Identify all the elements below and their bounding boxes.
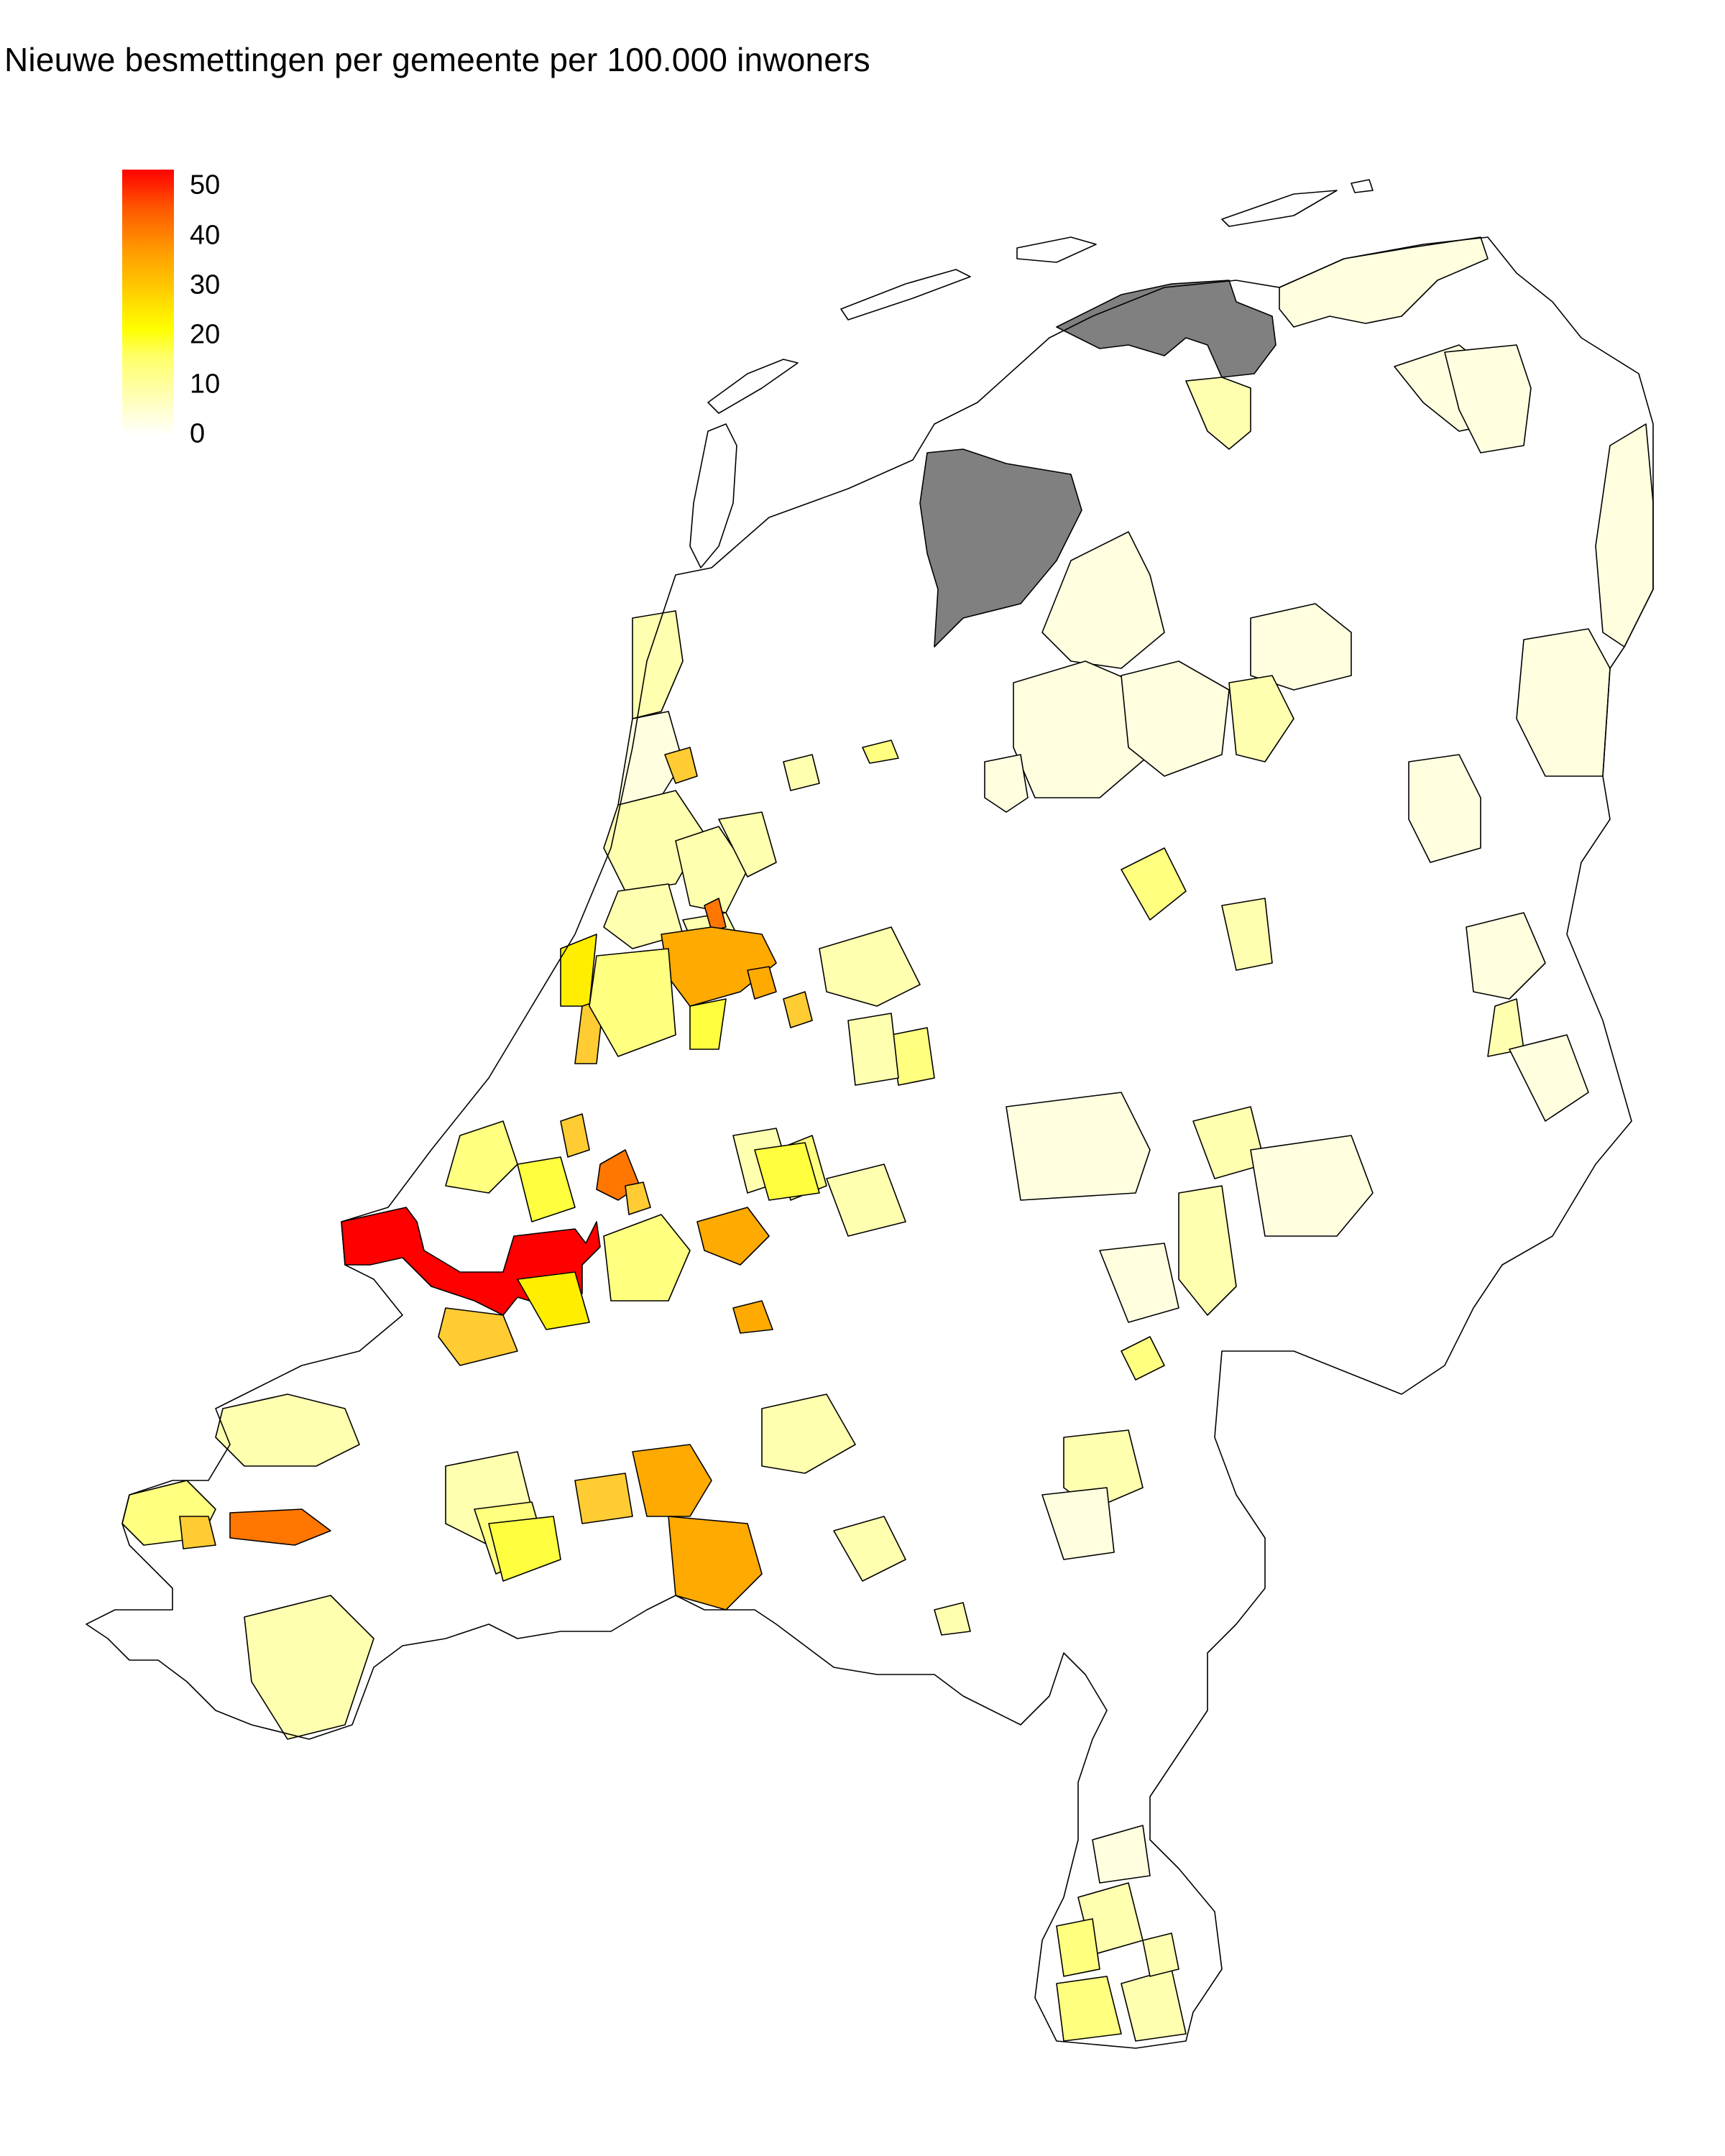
municipality: [1466, 912, 1546, 1000]
municipality: [445, 1120, 518, 1194]
municipality: [833, 1516, 906, 1582]
municipality: [574, 1473, 633, 1524]
legend-tick-0: 0: [190, 418, 206, 449]
municipality: [603, 790, 705, 892]
municipality: [732, 1300, 773, 1334]
municipality: [1221, 898, 1273, 971]
municipality: [1121, 1968, 1187, 2042]
municipality: [1228, 675, 1294, 763]
municipality: [632, 1444, 712, 1517]
municipality: [1056, 280, 1276, 378]
municipality: [754, 1142, 820, 1201]
municipality: [761, 1393, 856, 1474]
municipality: [560, 1113, 590, 1158]
municipality: [244, 1595, 374, 1740]
municipality: [1595, 423, 1654, 648]
municipality: [1279, 236, 1489, 328]
municipality: [704, 898, 727, 931]
municipality: [1250, 603, 1352, 691]
island-terschelling: [840, 269, 971, 321]
municipality: [847, 1013, 899, 1086]
municipality: [783, 991, 813, 1028]
municipality: [517, 1271, 590, 1330]
municipality: [589, 948, 676, 1057]
municipality: [179, 1516, 216, 1549]
color-legend: 50 40 30 20 10 0: [122, 167, 266, 454]
municipality: [1041, 531, 1165, 669]
municipality: [1142, 1932, 1179, 1977]
municipality: [1408, 754, 1481, 863]
municipality: [1056, 1918, 1100, 1977]
legend-tick-50: 50: [190, 170, 221, 201]
municipality: [438, 1307, 518, 1366]
municipality: [1099, 1243, 1179, 1323]
municipality: [625, 1181, 651, 1215]
municipality: [862, 740, 899, 764]
municipality: [934, 1602, 971, 1636]
municipality: [229, 1508, 331, 1546]
municipality: [783, 754, 820, 791]
municipality: [696, 1207, 770, 1266]
municipality: [1185, 377, 1251, 450]
municipality: [718, 811, 777, 877]
island-rottumeroog: [1351, 179, 1374, 193]
municipality: [1121, 1336, 1165, 1381]
municipality: [215, 1393, 360, 1467]
legend-tick-10: 10: [190, 369, 221, 400]
municipalities: [121, 236, 1654, 2042]
municipality: [1178, 1185, 1237, 1316]
municipality: [1063, 1429, 1144, 1510]
island-ameland: [1016, 236, 1097, 263]
country-outline: [86, 236, 1654, 2049]
legend-tick-20: 20: [190, 319, 221, 350]
island-schiermonnikoog: [1221, 190, 1338, 227]
municipality: [1056, 1976, 1122, 2042]
municipality: [675, 826, 748, 913]
municipality: [603, 883, 684, 949]
municipality: [1516, 628, 1611, 777]
municipality: [1121, 660, 1230, 777]
municipality: [1006, 1092, 1151, 1201]
municipality: [1509, 1034, 1589, 1122]
municipality: [1250, 1135, 1374, 1237]
legend-tick-40: 40: [190, 220, 221, 251]
legend-color-bar: [122, 170, 174, 436]
municipality: [488, 1516, 561, 1582]
municipality: [984, 754, 1029, 813]
municipality: [1041, 1487, 1115, 1560]
island-texel: [689, 423, 737, 568]
island-vlieland: [707, 359, 799, 414]
municipality: [632, 610, 684, 719]
legend-tick-30: 30: [190, 270, 221, 300]
municipality: [819, 926, 921, 1007]
municipality: [826, 1164, 906, 1237]
municipality: [664, 747, 698, 784]
municipality: [668, 1516, 763, 1611]
municipality: [1121, 847, 1187, 921]
page-title: Nieuwe besmettingen per gemeente per 100…: [4, 41, 870, 78]
municipality: [1444, 344, 1532, 453]
municipality: [689, 998, 727, 1050]
municipality: [517, 1156, 576, 1222]
municipality: [603, 1214, 691, 1302]
municipality: [1092, 1825, 1151, 1884]
municipality: [747, 966, 777, 1000]
wadden-islands: [689, 179, 1374, 568]
municipality: [919, 448, 1082, 648]
